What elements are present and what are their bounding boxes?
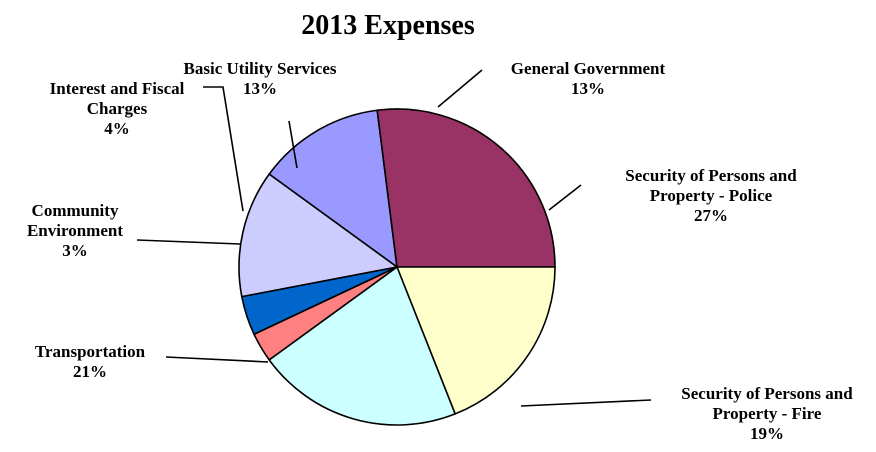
slice-transportation (268, 265, 457, 426)
label-percent: 4% (104, 119, 130, 138)
label-general-government: General Government 13% (511, 59, 666, 98)
label-line: Security of Persons and (625, 166, 797, 185)
pie-slices (238, 108, 556, 426)
label-percent: 13% (571, 79, 605, 98)
label-line: Interest and Fiscal (50, 79, 185, 98)
slice-labels: General Government 13%Security of Persons… (27, 59, 853, 443)
chart-title: 2013 Expenses (301, 10, 475, 41)
label-percent: 27% (694, 206, 728, 225)
leader-line-general-government (437, 69, 483, 108)
label-security-of-persons-and-property-police: Security of Persons and Property - Police… (625, 166, 797, 225)
slice-security-of-persons-and-property-police (376, 108, 556, 268)
label-line: Transportation (35, 342, 146, 361)
leader-line-transportation (165, 356, 269, 363)
label-basic-utility-services: Basic Utility Services 13% (184, 59, 337, 98)
label-line: General Government (511, 59, 666, 78)
label-line: Community (32, 201, 119, 220)
slice-security-of-persons-and-property-fire (395, 266, 556, 415)
label-community-environment: Community Environment 3% (27, 201, 123, 260)
slice-general-government (268, 109, 399, 269)
label-percent: 21% (73, 362, 107, 381)
label-line: Basic Utility Services (184, 59, 337, 78)
leader-lines (136, 69, 652, 407)
label-line: Property - Fire (713, 404, 822, 423)
leader-line-security-of-persons-and-property-fire (520, 399, 652, 407)
slice-basic-utility-services (238, 173, 399, 298)
label-percent: 19% (750, 424, 784, 443)
leader-line-basic-utility-services (288, 120, 298, 169)
leader-line-community-environment (136, 239, 241, 245)
label-interest-and-fiscal-charges: Interest and Fiscal Charges 4% (50, 79, 185, 138)
leader-line-security-of-persons-and-property-police (548, 184, 582, 211)
label-line: Charges (87, 99, 148, 118)
leader-line-interest-and-fiscal-charges (203, 86, 244, 212)
label-line: Property - Police (650, 186, 773, 205)
label-percent: 13% (243, 79, 277, 98)
label-line: Environment (27, 221, 123, 240)
label-percent: 3% (62, 241, 88, 260)
label-line: Security of Persons and (681, 384, 853, 403)
label-security-of-persons-and-property-fire: Security of Persons and Property - Fire 19… (681, 384, 853, 443)
label-transportation: Transportation 21% (35, 342, 146, 381)
